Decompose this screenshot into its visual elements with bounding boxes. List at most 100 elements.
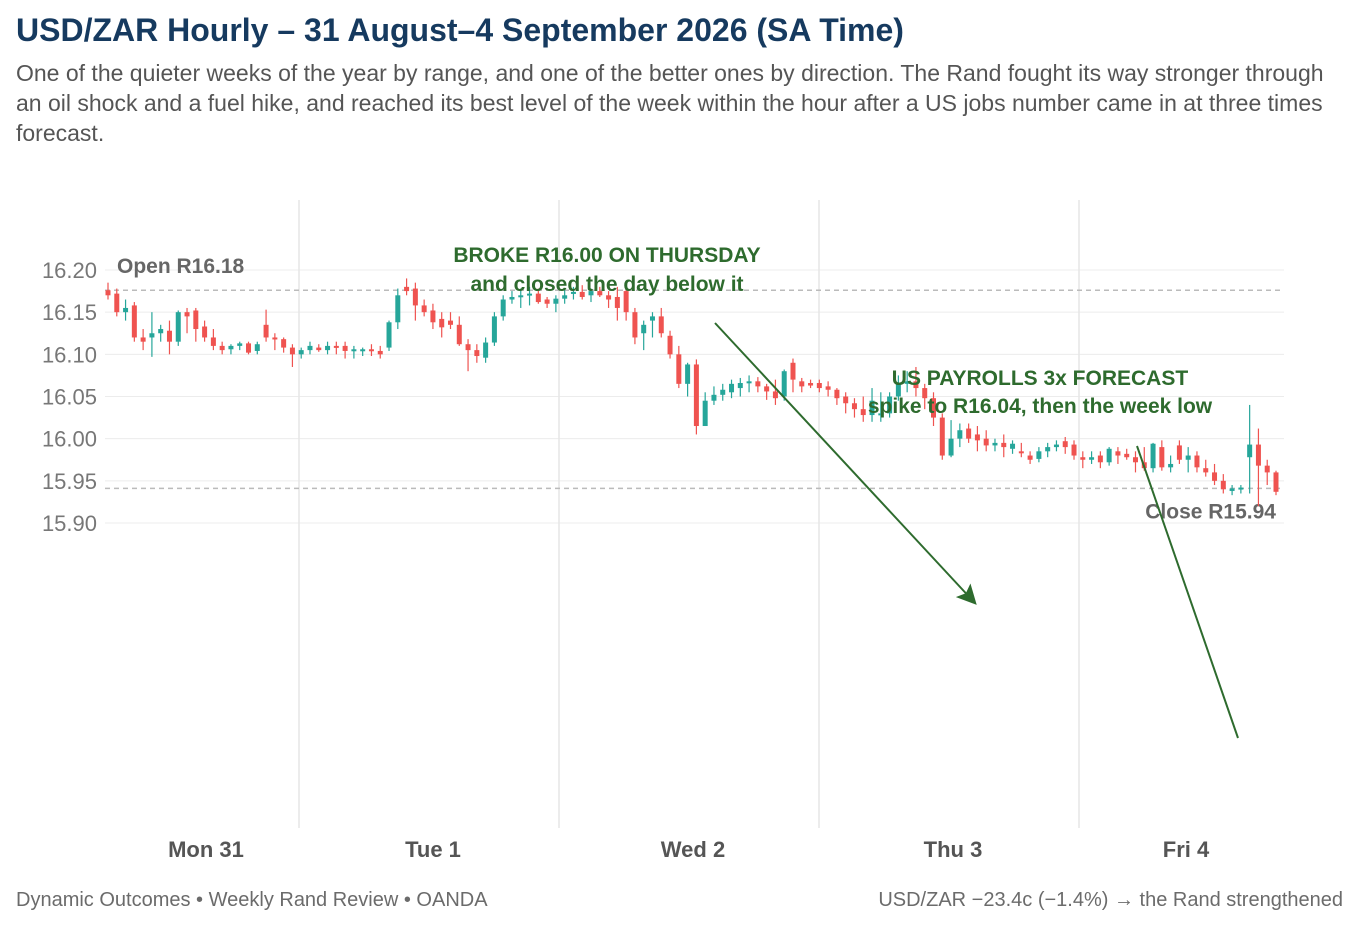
candle-body [816,383,822,389]
candle-body [509,296,515,300]
candle-body [1185,455,1191,460]
candle-body [193,310,199,330]
candle-body [834,389,840,399]
candle-body [711,394,717,401]
candle-body [570,291,576,294]
candle-body [588,291,594,296]
weekly-summary: USD/ZAR −23.4c (−1.4%) → the Rand streng… [878,889,1343,911]
candle-body [114,293,120,313]
close-label: Close R15.94 [1145,500,1276,523]
candle-body [746,381,752,384]
y-tick-label: 15.90 [42,511,97,536]
candle-body [729,383,735,393]
candle-body [1071,444,1077,456]
candle-body [412,288,418,306]
candle-body [483,342,489,358]
candle-body [1132,457,1138,463]
candle-body [1053,444,1059,448]
annotation-text: BROKE R16.00 ON THURSDAY [453,244,760,267]
candle-body [966,428,972,439]
candle-body [535,293,541,303]
candle-body [887,396,893,414]
candle-body [465,344,471,351]
candle-body [131,305,137,338]
candle-body [263,324,269,338]
candle-body [1097,455,1103,463]
candle-body [1010,443,1016,449]
candle-body [474,350,480,357]
x-day-label: Mon 31 [168,837,244,862]
candle-body [105,290,111,296]
candle-body [667,335,673,355]
candle-body [272,337,278,340]
candle-body [219,345,225,351]
candle-body [1062,441,1068,448]
candle-body [202,326,208,338]
candle-body [1018,451,1024,454]
candle-body [1080,457,1086,460]
x-day-label: Fri 4 [1163,837,1210,862]
candle-body [430,310,436,323]
candle-body [1150,443,1156,469]
candle-body [210,337,216,346]
candle-body [527,293,533,296]
candle-body [641,324,647,334]
candle-body [878,413,884,416]
candle-body [439,318,445,328]
candle-body [851,403,857,410]
candle-body [175,312,181,342]
candle-body [1229,488,1235,491]
thursday-arrow [714,322,977,605]
candle-body [281,339,287,348]
candle-body [931,398,937,418]
annotation-text: and closed the day below it [470,273,743,296]
candle-body [246,343,252,353]
candle-body [456,324,462,345]
candle-body [1089,457,1095,460]
candle-body [1220,480,1226,490]
candle-body [1238,487,1244,490]
candle-body [404,286,410,292]
candle-body [1176,445,1182,460]
candle-body [1115,451,1121,456]
candle-body [957,430,963,439]
candle-body [913,381,919,389]
candle-body [1212,472,1218,481]
candle-body [1001,442,1007,448]
candle-body [693,364,699,427]
open-label: Open R16.18 [117,255,245,278]
y-tick-label: 16.15 [42,300,97,325]
candle-body [298,350,304,355]
candle-body [948,438,954,456]
candle-body [1194,455,1200,468]
candle-body [228,345,234,350]
candle-body [158,329,164,334]
candle-body [597,291,603,296]
source-credit: Dynamic Outcomes • Weekly Rand Review • … [16,889,488,911]
candle-body [1203,468,1209,473]
candle-body [606,295,612,300]
candle-body [325,345,331,351]
candle-body [500,299,506,317]
candle-body [737,383,743,389]
candle-body [1264,465,1270,473]
y-tick-label: 16.10 [42,342,97,367]
candle-body [922,388,928,399]
candle-body [360,349,366,352]
candle-body [333,345,339,348]
candle-body [904,381,910,384]
candle-body [623,291,629,313]
candle-body [992,442,998,446]
candle-body [140,337,146,342]
chart-subtitle: One of the quieter weeks of the year by … [16,60,1324,146]
candle-body [790,362,796,380]
candle-body [1255,444,1261,466]
x-day-label: Tue 1 [405,837,461,862]
candle-body [518,295,524,298]
candle-body [720,389,726,395]
y-tick-label: 16.05 [42,385,97,410]
y-tick-label: 16.00 [42,427,97,452]
x-day-label: Thu 3 [924,837,983,862]
candle-body [395,295,401,323]
